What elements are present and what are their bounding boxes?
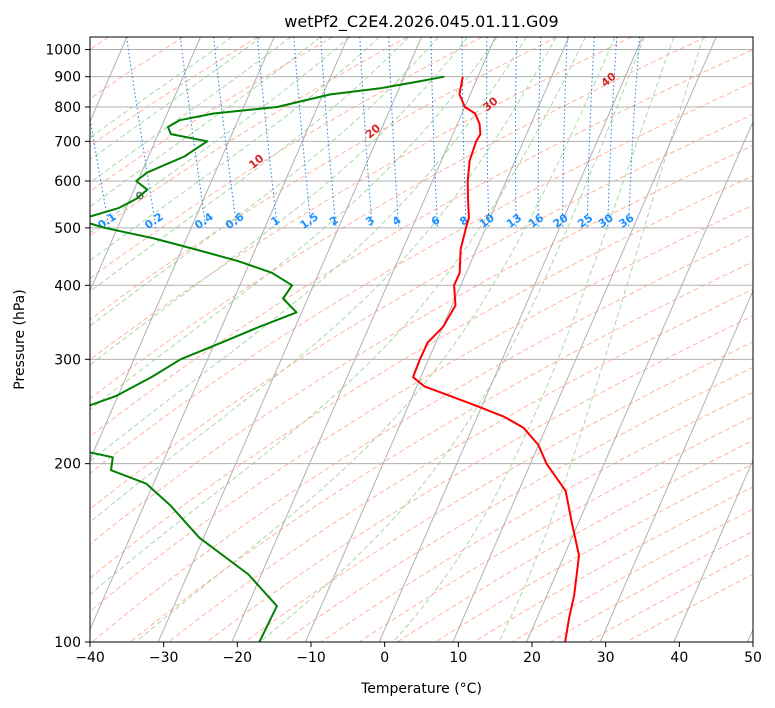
mixing-ratio-line xyxy=(256,37,278,228)
isotherm-line xyxy=(231,37,496,642)
isotherm-line xyxy=(90,37,201,293)
isotherms xyxy=(90,37,753,642)
mixing-ratio-line xyxy=(179,37,207,228)
moist-adiabat-line xyxy=(90,37,527,463)
mixing-ratio-line xyxy=(126,37,157,228)
moist-adiabat-line xyxy=(90,37,586,596)
moist-adiabat-line xyxy=(90,37,410,293)
dry-adiabat-line xyxy=(90,81,753,474)
x-tick-label: 0 xyxy=(380,650,389,666)
dry-adiabat-line xyxy=(91,233,753,642)
y-tick-label: 1000 xyxy=(45,43,81,59)
mixing-ratio-line xyxy=(213,37,238,228)
x-axis-ticks: −40 −30 −20 −10 0 10 20 30 40 50 xyxy=(75,642,762,666)
y-tick-label: 500 xyxy=(54,221,81,237)
y-axis-ticks: 100 200 300 400 500 600 700 800 900 1000 xyxy=(45,43,90,651)
dewpoint-line xyxy=(90,75,445,642)
isotherm-line xyxy=(452,37,717,642)
dry-adiabat-line xyxy=(90,37,333,193)
x-tick-label: 40 xyxy=(670,650,688,666)
x-tick-label: −40 xyxy=(75,650,105,666)
dry-adiabat-line xyxy=(549,530,753,642)
moist-adiabat-line xyxy=(90,37,468,366)
x-axis-label: Temperature (°C) xyxy=(360,681,482,697)
chart-title: wetPf2_C2E4.2026.045.01.11.G09 xyxy=(284,12,558,32)
x-tick-label: −30 xyxy=(149,650,179,666)
isotherm-line xyxy=(599,289,753,642)
x-tick-label: 20 xyxy=(523,650,541,666)
moist-adiabat-line xyxy=(90,37,233,139)
dry-adiabat-line xyxy=(435,463,753,642)
y-tick-label: 900 xyxy=(54,70,81,86)
moist-adiabat-line xyxy=(90,37,321,208)
moist-adiabats xyxy=(90,37,704,642)
dry-adiabat-line xyxy=(90,144,753,545)
y-tick-label: 100 xyxy=(54,635,81,651)
dry-adiabat-line xyxy=(90,175,753,579)
isotherm-line xyxy=(526,120,753,642)
x-tick-label: −10 xyxy=(296,650,326,666)
moist-adiabat-line xyxy=(259,37,645,642)
isotherm-line xyxy=(673,458,753,642)
dry-adiabat-line xyxy=(282,366,753,642)
y-tick-label: 600 xyxy=(54,174,81,190)
x-tick-label: 30 xyxy=(597,650,615,666)
y-tick-label: 800 xyxy=(54,100,81,116)
moist-adiabat-line xyxy=(135,37,616,642)
temperature-line xyxy=(412,76,580,642)
y-axis-label: Pressure (hPa) xyxy=(12,289,28,389)
dry-adiabat-line xyxy=(90,37,707,400)
profile-series xyxy=(90,75,580,642)
isotherm-line xyxy=(90,37,275,462)
isobars xyxy=(90,49,753,642)
dry-adiabat-line xyxy=(90,113,753,510)
x-tick-label: 10 xyxy=(449,650,467,666)
moist-adiabat-line xyxy=(90,37,439,327)
dry-adiabat-line xyxy=(130,261,753,642)
isotherm-line xyxy=(90,37,349,631)
mixing-ratio-line xyxy=(293,37,312,228)
dry-adiabat-line xyxy=(320,391,753,642)
mixing-ratio-line xyxy=(320,37,337,228)
dry-adiabat-line xyxy=(90,49,753,438)
y-tick-label: 700 xyxy=(54,134,81,150)
dry-adiabat-line xyxy=(168,288,753,642)
moist-adiabat-line xyxy=(90,37,498,411)
y-tick-label: 400 xyxy=(54,278,81,294)
x-tick-label: 50 xyxy=(744,650,762,666)
plot-frame xyxy=(89,36,754,643)
isotherm-line xyxy=(157,37,422,642)
mixing-ratio-lines xyxy=(90,37,641,228)
isotherm-line xyxy=(378,37,643,642)
x-tick-label: −20 xyxy=(223,650,253,666)
dry-adiabat-line xyxy=(397,439,753,642)
isotherm-line xyxy=(305,37,570,642)
dry-adiabat-line xyxy=(90,37,259,147)
moist-adiabat-line xyxy=(90,37,557,523)
dry-adiabat-line xyxy=(90,204,753,613)
dry-adiabat-line xyxy=(90,37,632,361)
y-tick-label: 300 xyxy=(54,352,81,368)
y-tick-label: 200 xyxy=(54,457,81,473)
moist-adiabat-line xyxy=(90,37,380,262)
